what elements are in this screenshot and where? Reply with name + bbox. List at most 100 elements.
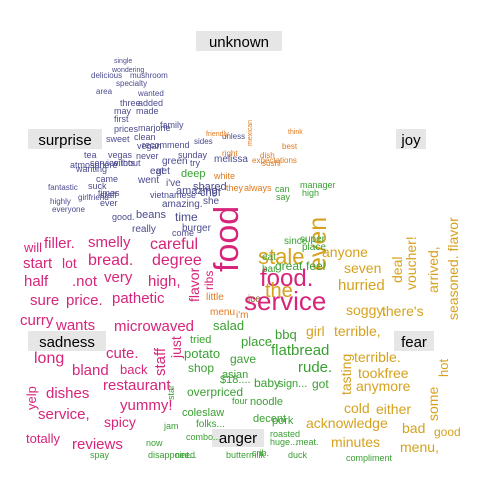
word-124: went [137,175,159,186]
word-66: bbq [275,327,297,342]
word-28: restaurant. [103,377,175,394]
word-10: bread. [88,252,133,269]
word-114: amazing. [162,199,203,210]
word-61: bad [402,420,425,436]
word-116: really [132,224,156,235]
word-128: vegan [137,141,162,151]
word-56: cold [344,400,370,416]
category-label-anger: anger [212,429,264,447]
category-label-surprise: surprise [28,129,102,149]
word-180: menu [210,307,235,318]
word-37: just [168,336,184,359]
word-136: sweet [106,134,130,144]
word-72: baby [254,376,280,390]
word-0: food [208,206,246,272]
word-41: seven [344,260,381,276]
word-12: will [23,240,42,255]
word-134: prices [114,124,139,134]
word-103: compliment [346,453,393,463]
word-96: combo... [186,432,221,442]
word-172: always [244,183,272,193]
category-label-anger-text: anger [219,430,257,447]
category-label-fear: fear [394,331,434,351]
category-label-joy-text: joy [400,132,421,149]
word-164: good. [112,212,135,222]
word-71: shop [188,361,214,375]
word-177: dish [260,151,275,160]
word-144: wanted [137,89,164,98]
word-11: filler. [44,235,75,252]
word-48: there's [382,303,424,319]
category-label-joy: joy [396,129,426,149]
word-3: stale [258,244,304,269]
word-47: soggy. [346,302,386,318]
word-5: even [304,217,332,271]
word-85: feel [306,259,325,273]
word-20: pathetic [112,290,165,307]
word-16: .not [72,273,98,290]
category-label-surprise-text: surprise [38,132,91,149]
word-88: since [284,236,308,247]
word-158: vietnamese [150,190,196,200]
word-152: atmosphere [70,160,118,170]
word-127: never [136,151,159,161]
word-133: family [160,120,184,130]
word-57: either [376,401,411,417]
word-50: terrible, [334,323,381,339]
word-21: curry [20,312,54,329]
word-86: bar [262,264,277,275]
word-171: they [226,183,244,193]
word-7: degree [152,252,202,269]
word-168: friendly [206,131,229,138]
word-59: acknowledge [306,415,388,431]
word-8: high, [148,273,181,290]
word-148: wondering [111,67,144,74]
word-131: try [190,158,200,168]
word-14: lot [62,255,77,271]
word-157: times [98,188,120,198]
word-78: noodle [250,396,283,408]
word-13: start [23,255,53,272]
word-80: coleslaw [182,407,224,419]
word-126: vegas [108,150,133,160]
word-79: overpriced [187,385,243,399]
word-130: green [162,156,188,167]
word-4: the [265,280,293,302]
word-109: star [166,385,176,400]
word-156: staff [100,190,117,200]
word-67: flatbread [271,342,329,359]
word-150: wanting [75,164,107,174]
word-84: great [275,259,303,273]
word-90: super [300,234,326,245]
word-99: need [175,450,195,460]
word-97: spay [90,450,110,460]
word-9: smelly [88,234,131,251]
word-2: service [244,286,326,316]
word-110: deep [181,168,205,180]
word-160: highly [50,197,71,206]
category-label-unknown-text: unknown [209,34,269,51]
word-31: yummy! [120,397,173,414]
word-65: place [241,334,272,349]
word-166: unless [222,132,245,141]
word-169: mexican [247,120,254,146]
word-43: deal [389,257,405,283]
word-173: expectations [252,156,297,165]
word-112: time [175,210,198,224]
word-113: amazing [176,185,218,197]
word-63: menu, [400,439,439,455]
word-181: i'm [236,310,248,321]
word-18: sure [30,292,59,309]
word-101: crib. [252,448,269,458]
word-140: made [136,106,159,116]
word-6: careful [150,236,198,253]
word-120: chef [200,187,222,199]
word-149: single [114,58,132,65]
word-24: long [34,350,64,367]
word-62: good [434,425,461,439]
word-30: dishes [46,385,89,402]
word-15: half [24,273,49,290]
word-77: $18.... [220,374,251,386]
